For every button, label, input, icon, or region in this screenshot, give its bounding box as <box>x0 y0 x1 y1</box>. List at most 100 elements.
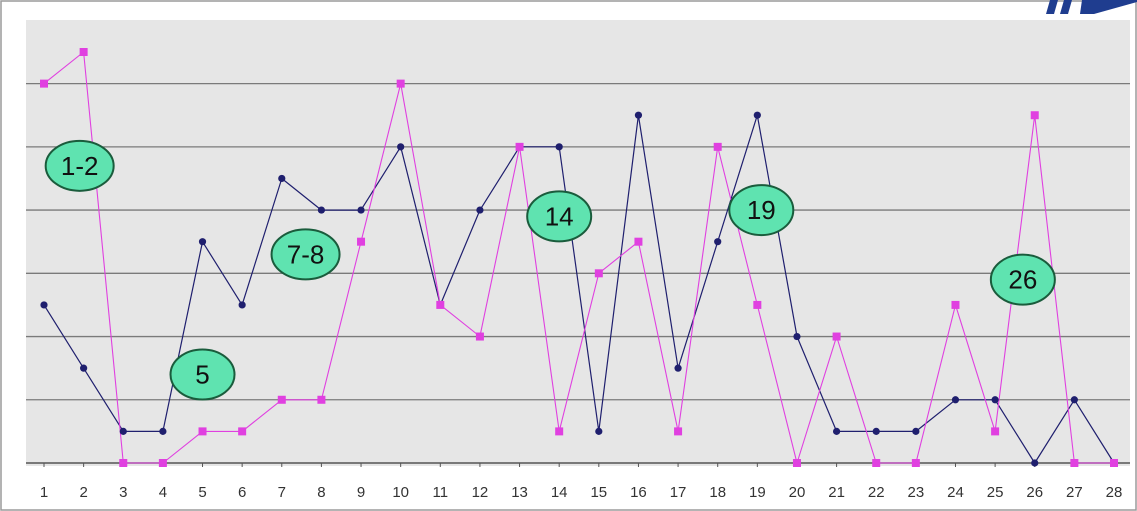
x-tick-label: 3 <box>119 484 127 501</box>
annotation-bubble <box>728 184 795 237</box>
x-tick-label: 14 <box>551 484 568 501</box>
series-1-point <box>1070 396 1078 404</box>
series-1-point <box>753 111 761 119</box>
annotation-bubble <box>270 228 341 281</box>
series-2-point <box>872 459 881 467</box>
annotation-label: 5 <box>195 359 209 389</box>
series-2-point <box>1030 111 1039 120</box>
series-2-point <box>555 427 564 436</box>
annotation-bubble <box>44 139 115 192</box>
x-tick-label: 1 <box>40 484 48 501</box>
series-1-point <box>397 143 405 151</box>
x-tick-label: 9 <box>357 484 365 501</box>
logo-mark <box>1046 0 1137 14</box>
series-1-point <box>357 206 365 214</box>
series-2-point <box>991 427 1000 436</box>
series-1-point <box>634 111 643 119</box>
series-2-point <box>198 427 207 436</box>
series-2-point <box>357 237 366 246</box>
annotation-label: 26 <box>1008 265 1037 295</box>
series-1-point <box>317 206 326 214</box>
annotation-bubble <box>526 190 593 243</box>
x-tick-label: 24 <box>947 484 964 501</box>
x-tick-label: 20 <box>789 484 806 501</box>
series-2-point <box>396 79 405 88</box>
series-1-point <box>198 238 207 246</box>
series-1-point <box>951 396 960 404</box>
x-tick-label: 26 <box>1026 484 1043 501</box>
series-2-point <box>911 459 920 467</box>
series-2-point <box>951 300 960 309</box>
annotation-label: 19 <box>747 195 776 225</box>
annotation-label: 14 <box>545 201 574 231</box>
series-2-point <box>475 332 484 341</box>
annotation-label: 1-2 <box>61 151 99 181</box>
series-2-point <box>119 459 128 467</box>
series-1-point <box>80 364 88 372</box>
x-tick-label: 6 <box>238 484 246 501</box>
x-tick-label: 23 <box>908 484 925 501</box>
x-tick-label: 15 <box>590 484 607 501</box>
series-2-point <box>79 48 88 56</box>
series-1-point <box>714 238 722 246</box>
series-1-point <box>278 174 286 183</box>
x-tick-label: 17 <box>670 484 687 501</box>
series-2-point <box>40 79 48 88</box>
series-1-point <box>40 301 48 309</box>
series-2-point <box>753 300 762 309</box>
series-2-point <box>238 427 247 436</box>
series-1-point <box>674 364 682 372</box>
series-2-point <box>158 459 167 467</box>
x-tick-label: 13 <box>511 484 528 501</box>
series-2-point <box>515 142 524 151</box>
series-2-point <box>317 395 326 404</box>
x-tick-label: 2 <box>79 484 87 501</box>
series-1-point <box>912 427 920 435</box>
series-1-point <box>832 427 841 435</box>
x-tick-label: 8 <box>317 484 325 501</box>
series-layer <box>40 48 1118 467</box>
series-1-point <box>119 427 127 435</box>
annotations: 1-2 5 7-8 14 19 26 <box>44 139 1056 401</box>
x-tick-label: 25 <box>987 484 1004 501</box>
annotation-label: 7-8 <box>287 239 325 269</box>
x-tick-label: 18 <box>709 484 726 501</box>
series-2-point <box>674 427 683 436</box>
series-1-point <box>159 427 167 435</box>
series-1-point <box>238 301 246 309</box>
series-2-point <box>634 237 643 246</box>
series-1-point <box>476 206 484 214</box>
series-1-point <box>991 396 999 404</box>
x-tick-label: 4 <box>159 484 167 501</box>
series-1-point <box>793 332 801 341</box>
x-tick-label: 12 <box>472 484 489 501</box>
x-tick-label: 7 <box>278 484 286 501</box>
series-2-point <box>832 332 841 341</box>
annotation-bubble <box>989 253 1056 306</box>
x-tick-label: 28 <box>1106 484 1123 501</box>
series-2-point <box>436 300 445 309</box>
series-1-point <box>555 143 563 151</box>
plot-area <box>26 20 1130 466</box>
series-2-point <box>713 142 722 151</box>
series-2-point <box>594 269 603 278</box>
series-2-point <box>277 395 286 404</box>
series-2-point <box>792 459 801 467</box>
x-tick-label: 11 <box>433 484 449 501</box>
series-2-point <box>1070 459 1079 467</box>
series-line-2 <box>43 51 1114 464</box>
x-tick-label: 19 <box>749 484 766 501</box>
x-tick-label: 27 <box>1066 484 1083 501</box>
series-1-point <box>595 427 603 435</box>
x-tick-label: 21 <box>828 484 845 501</box>
series-2-point <box>1110 459 1118 467</box>
x-axis: 1 2 3 4 5 6 7 8 9 10 11 12 13 14 15 16 17 18 19 20 21 22 23 24 2… <box>40 463 1123 501</box>
x-tick-label: 22 <box>868 484 885 501</box>
series-line-1 <box>43 114 1115 464</box>
annotation-bubble <box>169 348 236 401</box>
x-tick-label: 10 <box>392 484 409 501</box>
series-1-point <box>1031 459 1039 467</box>
x-tick-label: 5 <box>198 484 206 501</box>
x-tick-label: 16 <box>630 484 647 501</box>
